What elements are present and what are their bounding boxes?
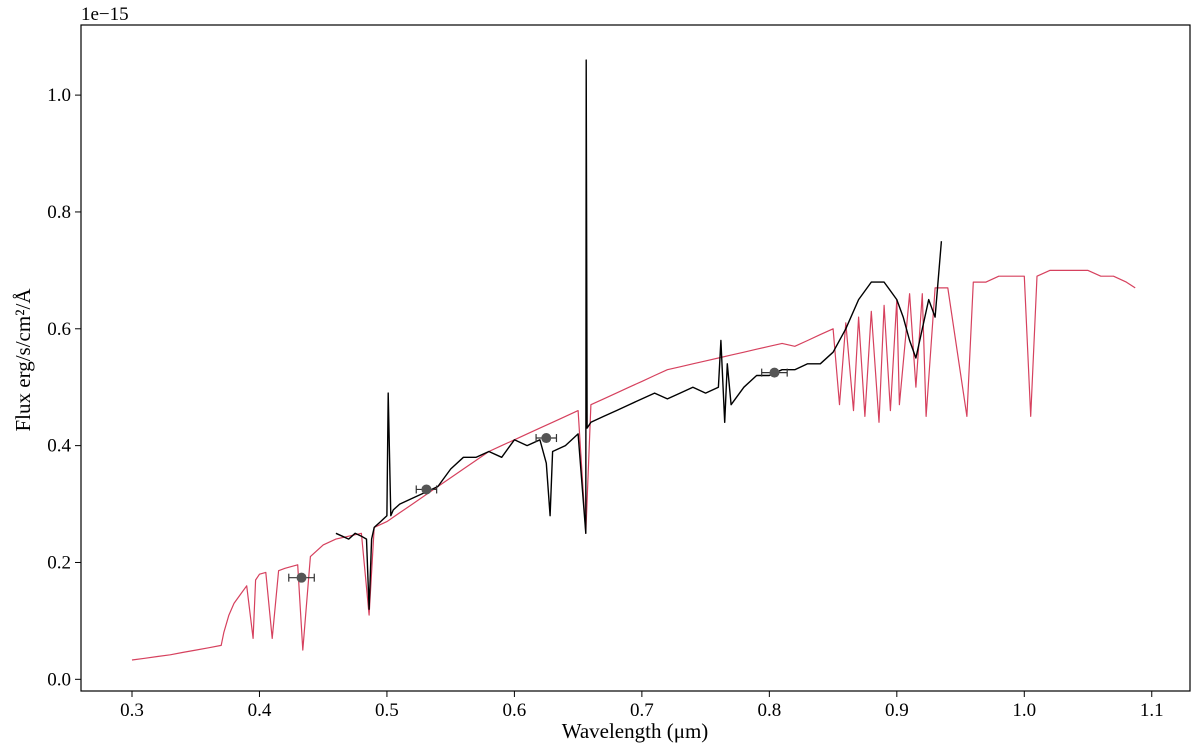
y-axis: 0.0 0.2 0.4 0.6 0.8 1.0 (47, 85, 81, 690)
series-line-model (131, 269, 1136, 661)
y-tick-label: 0.8 (47, 202, 71, 223)
x-axis-label: Wavelength (μm) (562, 719, 709, 743)
photometry-point (288, 572, 315, 583)
x-tick-label: 0.3 (120, 700, 144, 721)
x-tick-label: 0.6 (503, 700, 527, 721)
y-tick-label: 0.0 (47, 669, 71, 690)
x-tick-label: 0.7 (630, 700, 654, 721)
y-tick-label: 1.0 (47, 85, 71, 106)
plot-area (131, 59, 1136, 661)
photometry-point (535, 433, 558, 444)
photometry-marker (769, 367, 780, 378)
photometry-marker (421, 484, 432, 495)
series-line-observed (335, 59, 943, 610)
x-tick-label: 0.4 (248, 700, 272, 721)
x-tick-label: 0.5 (375, 700, 399, 721)
y-tick-label: 0.2 (47, 552, 71, 573)
y-tick-label: 0.4 (47, 436, 71, 457)
photometry-point (761, 367, 788, 378)
x-tick-label: 0.9 (885, 700, 909, 721)
x-tick-label: 1.0 (1012, 700, 1036, 721)
x-tick-label: 1.1 (1140, 700, 1164, 721)
y-axis-label: Flux erg/s/cm²/Å (11, 288, 35, 432)
x-axis: 0.3 0.4 0.5 0.6 0.7 0.8 0.9 1.0 1.1 (120, 691, 1164, 721)
y-scale-label: 1e−15 (81, 4, 129, 25)
photometry-point (415, 484, 438, 495)
photometry-marker (541, 433, 552, 444)
axes-frame (80, 24, 1191, 692)
x-tick-label: 0.8 (757, 700, 781, 721)
photometry-marker (296, 572, 307, 583)
y-tick-label: 0.6 (47, 319, 71, 340)
